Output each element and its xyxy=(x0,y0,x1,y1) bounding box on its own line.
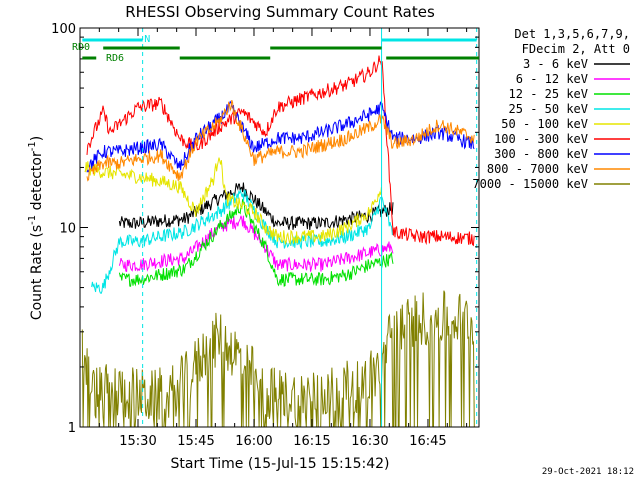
legend-entry-label: 12 - 25 keV xyxy=(509,87,588,101)
legend-entry-label: 300 - 800 keV xyxy=(494,147,588,161)
y-tick-label: 100 xyxy=(51,22,76,37)
legend: Det 1,3,5,6,7,9, FDecim 2, Att 0 3 - 6 k… xyxy=(472,27,630,191)
legend-entry-label: 50 - 100 keV xyxy=(501,117,588,131)
timestamp: 29-Oct-2021 18:12 xyxy=(542,467,634,477)
x-tick-label: 16:30 xyxy=(351,434,388,449)
series-line-6 xyxy=(86,55,475,247)
plot-frame xyxy=(79,27,480,428)
x-axis: 15:30 15:45 16:00 16:15 16:30 16:45 xyxy=(79,28,468,449)
series-line-9 xyxy=(81,290,475,427)
flag-label-rd0: RD0 xyxy=(72,42,90,53)
flag-label-n: N xyxy=(144,34,150,45)
series-line-3 xyxy=(118,199,394,287)
series-line-8 xyxy=(86,99,475,182)
x-tick-label: 16:00 xyxy=(235,434,272,449)
series-line-5 xyxy=(84,157,382,246)
y-tick-label: 10 xyxy=(59,222,76,237)
y-tick-label: 1 xyxy=(68,421,76,436)
y-axis: 1 10 100 xyxy=(51,22,479,436)
x-tick-label: 15:45 xyxy=(177,434,214,449)
series-line-1 xyxy=(118,182,394,230)
legend-entry-label: 800 - 7000 keV xyxy=(487,162,588,176)
y-axis-label: Count Rate (s-1 detector-1) xyxy=(27,136,45,320)
x-axis-label: Start Time (15-Jul-15 15:15:42) xyxy=(170,456,389,472)
legend-entry-label: 100 - 300 keV xyxy=(494,132,588,146)
x-tick-label: 15:30 xyxy=(119,434,156,449)
x-tick-label: 16:15 xyxy=(293,434,330,449)
chart-title: RHESSI Observing Summary Count Rates xyxy=(125,3,435,21)
legend-entry-label: 25 - 50 keV xyxy=(509,102,588,116)
series-line-2 xyxy=(118,215,394,273)
legend-entry-label: 3 - 6 keV xyxy=(523,57,588,71)
series-line-7 xyxy=(86,100,475,173)
legend-entry-label: 6 - 12 keV xyxy=(516,72,588,86)
series-line-4 xyxy=(91,188,393,294)
flag-label-rd6: RD6 xyxy=(106,53,124,64)
legend-header-line-1: Det 1,3,5,6,7,9, xyxy=(514,27,630,41)
legend-header-line-2: FDecim 2, Att 0 xyxy=(522,42,630,56)
legend-entry-label: 7000 - 15000 keV xyxy=(472,177,588,191)
x-tick-label: 16:45 xyxy=(409,434,446,449)
